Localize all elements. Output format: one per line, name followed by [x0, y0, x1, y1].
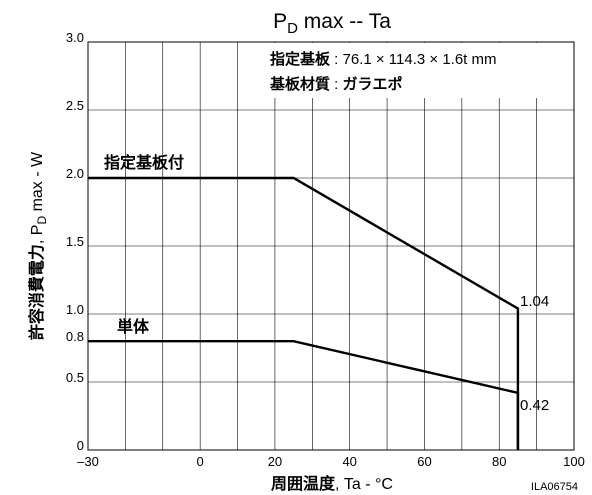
y-tick-label: 0.8	[66, 329, 84, 344]
series-label-board: 指定基板付	[104, 153, 184, 172]
series-label-single: 単体	[117, 317, 150, 336]
x-tick-label: 80	[492, 454, 506, 469]
y-tick-label: 1.0	[66, 302, 84, 317]
figure-code: ILA06754	[531, 481, 578, 493]
series-group	[88, 176, 520, 450]
y-tick-label: 1.5	[66, 234, 84, 249]
series-line-single	[88, 340, 520, 450]
annotation-0-42: 0.42	[520, 397, 549, 414]
annotation-1-04: 1.04	[520, 293, 549, 310]
x-tick-label: –30	[77, 454, 99, 469]
y-tick-label: 2.0	[66, 166, 84, 181]
chart-title: PD max -- Ta	[273, 10, 391, 37]
note-line-material: 基板材質 : ガラエポ	[269, 75, 403, 93]
x-tick-label: 40	[342, 454, 356, 469]
x-ticks: –30 0 20 40 60 80 100	[77, 454, 585, 469]
y-tick-label: 0	[77, 438, 84, 453]
x-tick-label: 100	[563, 454, 585, 469]
y-tick-label: 3.0	[66, 30, 84, 45]
note-box	[252, 43, 572, 98]
grid	[87, 41, 575, 451]
x-tick-label: 0	[197, 454, 204, 469]
y-ticks: 0 0.5 0.8 1.0 1.5 2.0 2.5 3.0	[66, 30, 84, 453]
x-tick-label: 20	[268, 454, 282, 469]
x-axis-label: 周囲温度, Ta - °C	[271, 474, 393, 493]
series-line-board	[88, 176, 520, 450]
y-tick-label: 2.5	[66, 98, 84, 113]
y-tick-label: 0.5	[66, 370, 84, 385]
x-tick-label: 60	[417, 454, 431, 469]
note-line-board: 指定基板 : 76.1 × 114.3 × 1.6t mm	[270, 50, 497, 68]
y-axis-label: 許容消費電力, PD max - W	[27, 151, 49, 340]
plot-frame	[87, 41, 575, 451]
